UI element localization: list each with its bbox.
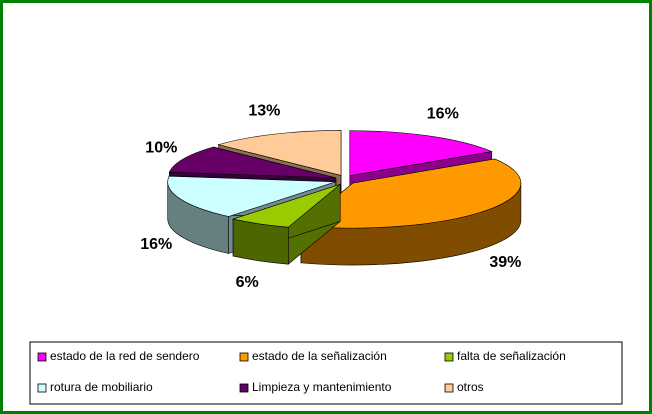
legend-swatch <box>37 383 47 393</box>
slice-top <box>168 146 337 179</box>
legend-swatch <box>239 383 249 393</box>
slice-top <box>167 175 336 217</box>
legend-label: estado de la señalización <box>252 349 387 363</box>
legend-label: estado de la red de sendero <box>50 349 200 363</box>
legend-swatch <box>239 352 249 362</box>
legend-swatch <box>444 383 454 393</box>
legend-label: rotura de mobiliario <box>50 380 153 394</box>
legend-swatch <box>444 352 454 362</box>
legend-label: falta de señalización <box>457 349 566 363</box>
slice-top <box>231 184 341 228</box>
legend-swatch <box>37 352 47 362</box>
legend-box <box>29 341 623 405</box>
slice-top <box>300 158 522 229</box>
data-label: 39% <box>489 254 521 271</box>
data-label: 13% <box>248 102 280 119</box>
slice-top <box>217 130 342 176</box>
legend-label: Limpieza y mantenimiento <box>252 380 392 394</box>
data-label: 6% <box>236 274 259 291</box>
slice-top <box>349 130 493 176</box>
data-label: 10% <box>145 139 177 156</box>
data-label: 16% <box>427 105 459 122</box>
data-label: 16% <box>140 236 172 253</box>
legend-label: otros <box>457 380 484 394</box>
slice <box>231 183 341 265</box>
